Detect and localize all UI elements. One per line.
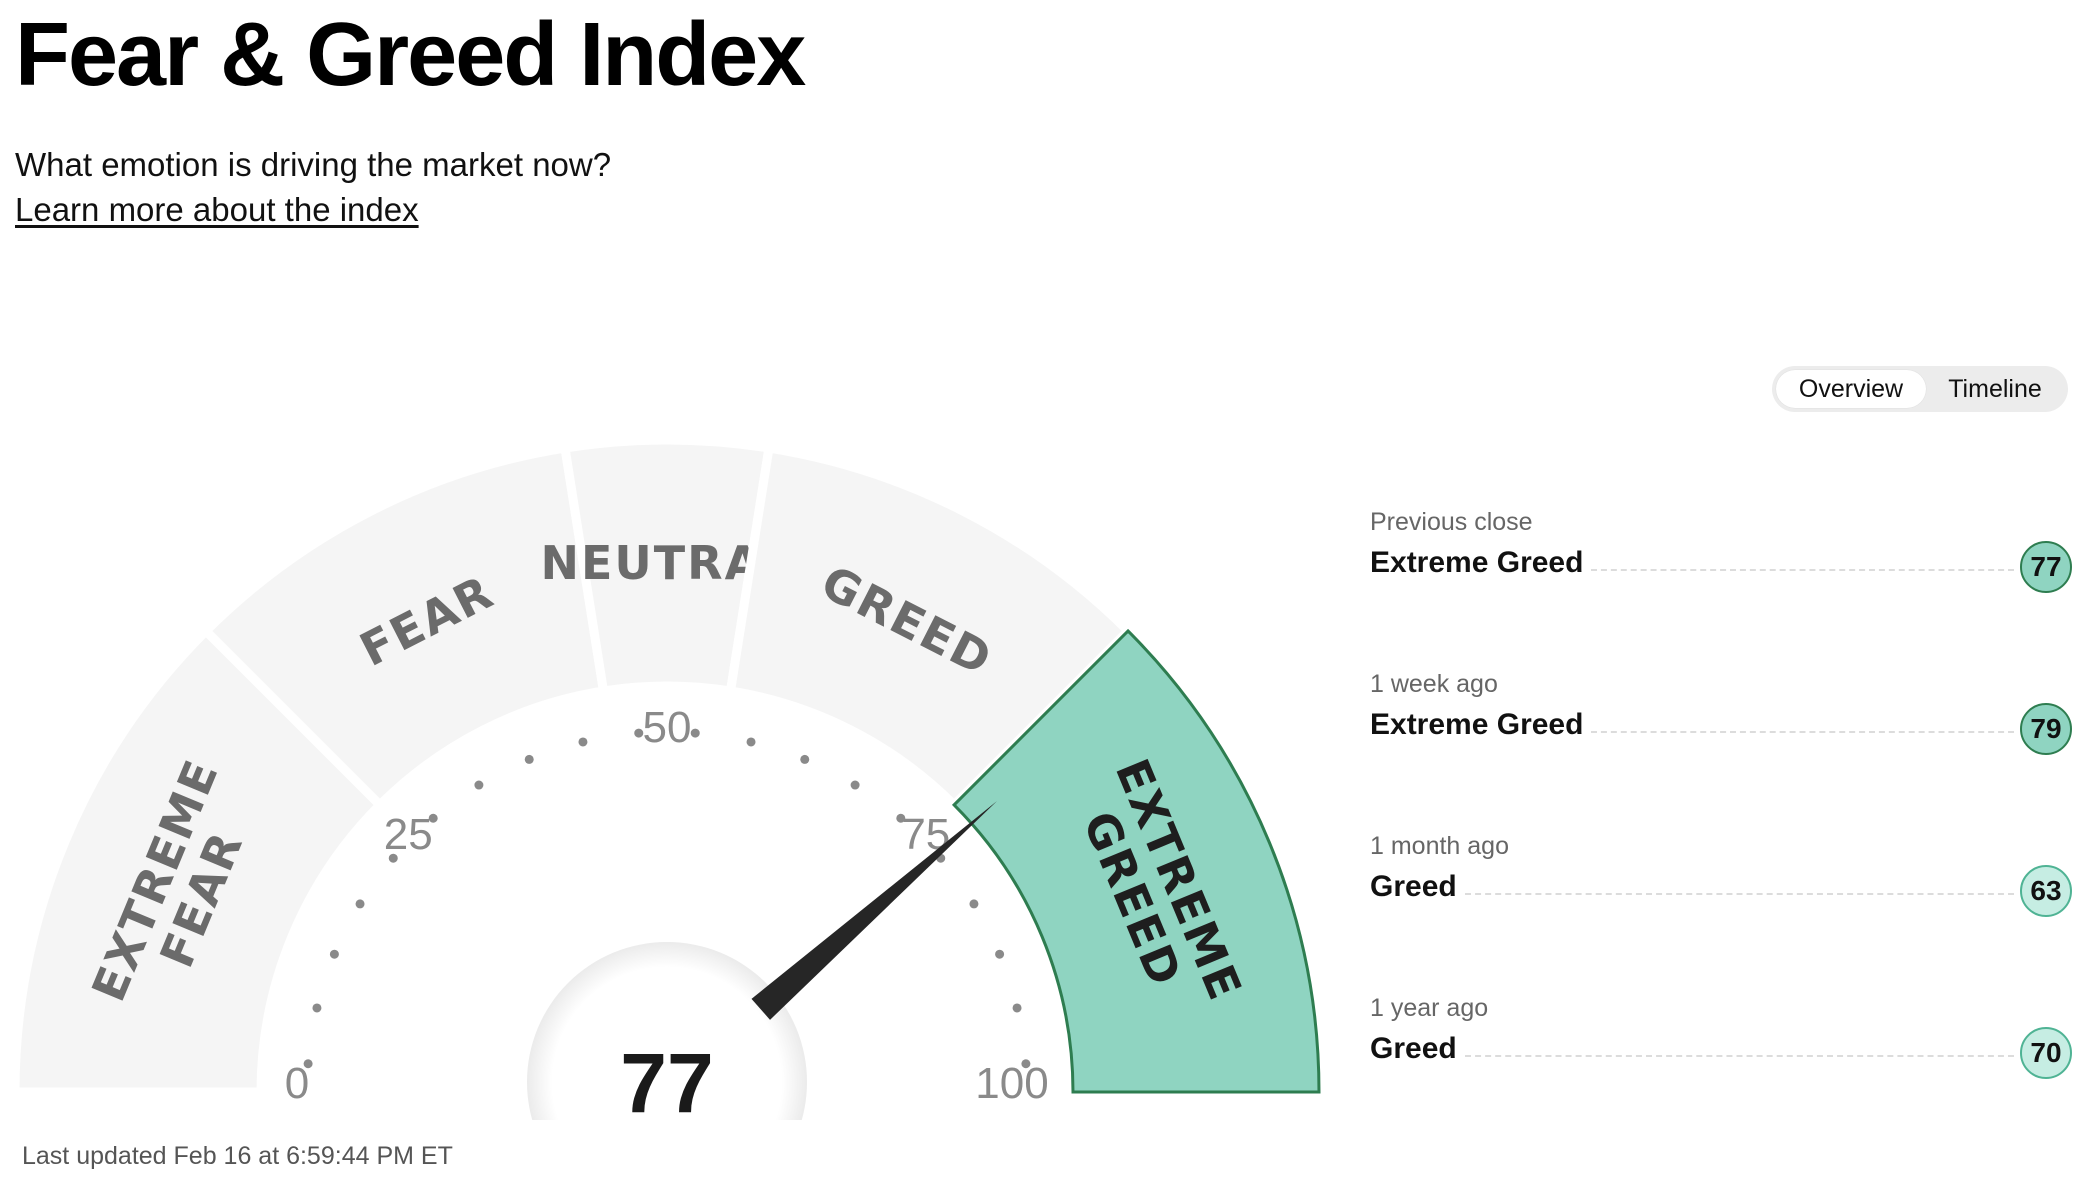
- last-updated-text: Last updated Feb 16 at 6:59:44 PM ET: [22, 1142, 453, 1170]
- gauge-tick-dot: [474, 780, 484, 790]
- dotted-leader: [1464, 1055, 2014, 1057]
- gauge-tick-dot: [578, 737, 588, 747]
- gauge-needle: [751, 801, 998, 1020]
- page-subtitle: What emotion is driving the market now?: [15, 146, 612, 183]
- gauge-tick-dot: [969, 899, 979, 909]
- gauge-tick-dot: [995, 949, 1005, 959]
- gauge-scale-label: 0: [285, 1059, 309, 1108]
- overview-toggle-button[interactable]: Overview: [1776, 370, 1926, 408]
- gauge-tick-dot: [690, 728, 700, 738]
- gauge-tick-dot: [303, 1059, 313, 1069]
- history-score-badge: 63: [2020, 865, 2072, 917]
- history-score-badge: 77: [2020, 541, 2072, 593]
- history-label: 1 week ago: [1370, 670, 1498, 698]
- timeline-toggle-button[interactable]: Timeline: [1948, 374, 2042, 403]
- gauge-tick-dot: [312, 1003, 322, 1013]
- history-item-1-month-ago: 1 month ago Greed 63: [1370, 832, 2072, 994]
- gauge-scale-label: 100: [975, 1059, 1048, 1108]
- history-score-badge: 70: [2020, 1027, 2072, 1079]
- gauge-scale-label: 25: [384, 810, 433, 859]
- history-list: Previous close Extreme Greed 77 1 week a…: [1370, 508, 2072, 1156]
- gauge-tick-dot: [388, 853, 398, 863]
- history-rating: Greed: [1370, 1032, 1457, 1065]
- gauge-tick-dot: [1012, 1003, 1022, 1013]
- gauge-tick-dot: [800, 754, 810, 764]
- history-score-badge: 79: [2020, 703, 2072, 755]
- gauge-tick-dot: [329, 949, 339, 959]
- dotted-leader: [1464, 893, 2014, 895]
- view-toggle: Overview Timeline: [1772, 366, 2068, 412]
- history-item-1-year-ago: 1 year ago Greed 70: [1370, 994, 2072, 1156]
- dotted-leader: [1591, 569, 2014, 571]
- gauge-tick-dot: [524, 754, 534, 764]
- gauge-value: 77: [620, 1036, 713, 1120]
- history-rating: Extreme Greed: [1370, 708, 1584, 741]
- gauge-tick-dot: [1021, 1059, 1031, 1069]
- gauge-tick-dot: [896, 813, 906, 823]
- gauge-segment: [951, 628, 1321, 1094]
- gauge-segment: [10, 624, 387, 1097]
- history-label: Previous close: [1370, 508, 1533, 536]
- history-label: 1 month ago: [1370, 832, 1509, 860]
- gauge-tick-dot: [428, 813, 438, 823]
- learn-more-link[interactable]: Learn more about the index: [15, 191, 419, 228]
- gauge-tick-dot: [634, 728, 644, 738]
- dotted-leader: [1591, 731, 2014, 733]
- history-label: 1 year ago: [1370, 994, 1489, 1022]
- gauge-tick-dot: [850, 780, 860, 790]
- gauge-hub: [527, 942, 807, 1120]
- history-rating: Extreme Greed: [1370, 546, 1584, 579]
- page-title: Fear & Greed Index: [15, 5, 806, 105]
- history-item-1-week-ago: 1 week ago Extreme Greed 79: [1370, 670, 2072, 832]
- gauge-tick-dot: [746, 737, 756, 747]
- gauge-scale-label: 50: [643, 703, 692, 752]
- history-rating: Greed: [1370, 870, 1457, 903]
- gauge-tick-dot: [355, 899, 365, 909]
- history-item-previous-close: Previous close Extreme Greed 77: [1370, 508, 2072, 670]
